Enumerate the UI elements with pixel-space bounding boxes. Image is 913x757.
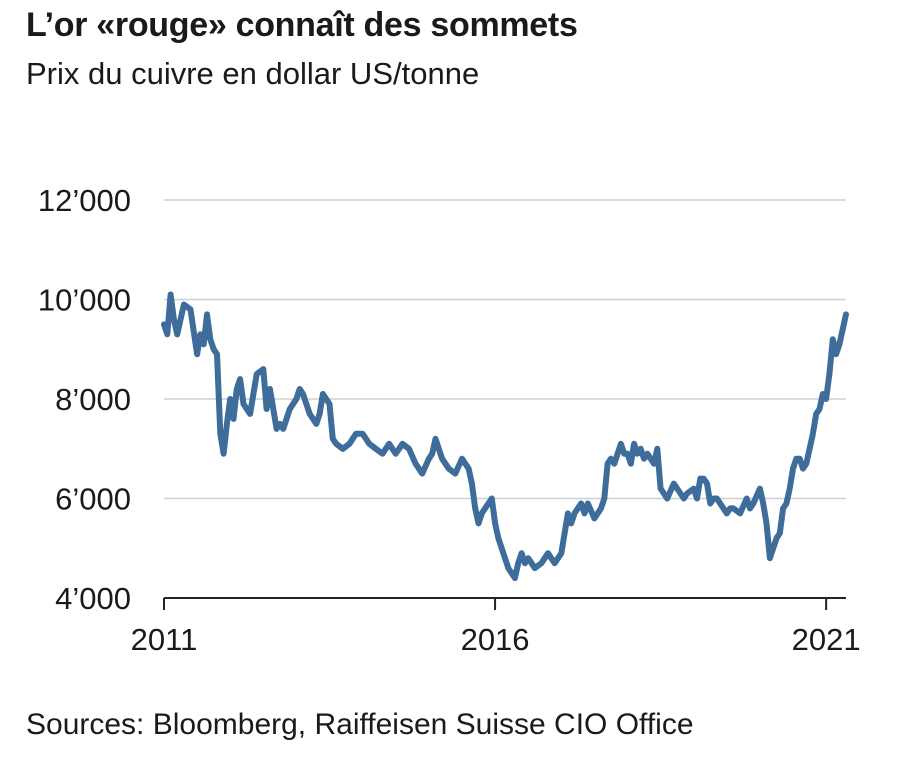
- x-tick-label: 2011: [131, 622, 198, 657]
- x-tick-label: 2021: [792, 622, 861, 657]
- y-tick-label: 8’000: [55, 382, 131, 417]
- y-tick-label: 4’000: [55, 581, 131, 616]
- chart-plot: 4’000 6’000 8’000 10’000 12’000 2011 2016 2021: [38, 183, 861, 657]
- y-tick-label: 12’000: [38, 183, 131, 218]
- y-tick-label: 10’000: [38, 283, 131, 318]
- x-tick-label: 2016: [461, 622, 530, 657]
- x-tick-labels: 2011 2016 2021: [131, 598, 861, 657]
- chart-title: L’or «rouge» connaît des sommets: [26, 6, 578, 44]
- gridlines: [164, 199, 846, 500]
- chart-subtitle: Prix du cuivre en dollar US/tonne: [26, 56, 480, 91]
- source-note: Sources: Bloomberg, Raiffeisen Suisse CI…: [26, 708, 694, 741]
- series-layer: [161, 291, 849, 582]
- y-tick-labels: 4’000 6’000 8’000 10’000 12’000: [38, 183, 131, 616]
- series-line: [161, 291, 849, 582]
- y-tick-label: 6’000: [55, 482, 131, 517]
